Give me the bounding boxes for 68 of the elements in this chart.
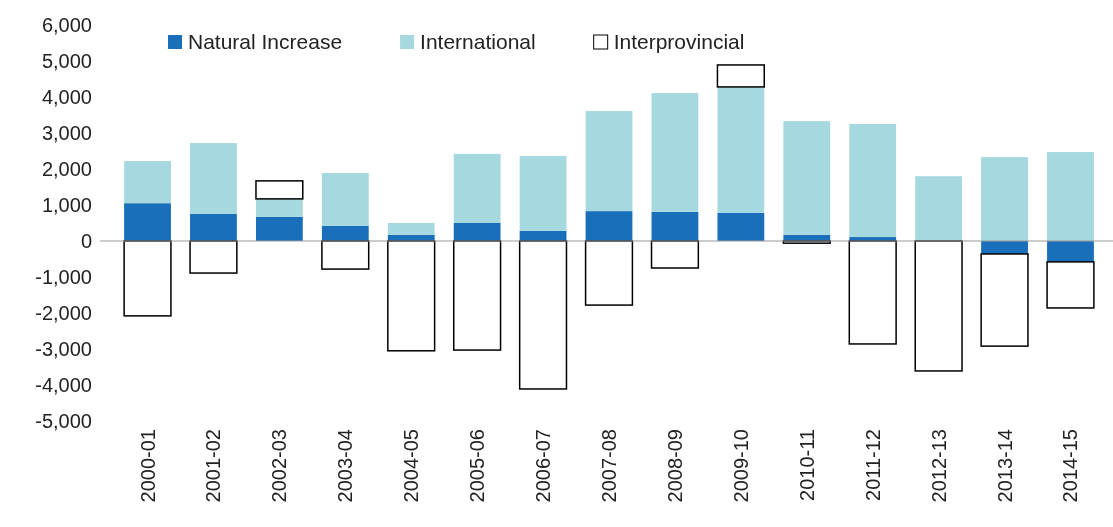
bar bbox=[255, 180, 304, 200]
y-tick-label: 2,000 bbox=[41, 157, 92, 180]
bar bbox=[519, 156, 567, 231]
bar bbox=[321, 240, 370, 270]
x-tick-label: 2005-06 bbox=[466, 429, 489, 503]
x-tick-label: 2000-01 bbox=[136, 429, 159, 503]
x-tick-label: 2013-14 bbox=[993, 429, 1016, 503]
x-tick-label: 2002-03 bbox=[268, 429, 291, 503]
x-tick-label: 2011-12 bbox=[861, 429, 884, 501]
y-tick-label: -2,000 bbox=[35, 301, 92, 324]
legend-label: International bbox=[420, 30, 536, 53]
bar bbox=[1047, 241, 1094, 262]
x-tick-label: 2001-02 bbox=[202, 429, 225, 503]
bar bbox=[453, 240, 502, 351]
legend-label: Natural Increase bbox=[188, 30, 343, 53]
bar bbox=[651, 211, 699, 241]
x-tick-label: 2014-15 bbox=[1059, 429, 1082, 503]
y-tick-label: -3,000 bbox=[35, 337, 92, 360]
x-tick-label: 2008-09 bbox=[663, 429, 686, 503]
x-tick-label: 2003-04 bbox=[334, 429, 357, 503]
bar bbox=[255, 216, 303, 241]
bar bbox=[849, 124, 897, 238]
bar bbox=[255, 198, 303, 217]
bar bbox=[651, 93, 699, 212]
bar bbox=[717, 86, 765, 213]
y-tick-label: 0 bbox=[80, 229, 92, 252]
x-tick-label: 2004-05 bbox=[400, 429, 423, 503]
bar bbox=[1046, 261, 1095, 309]
y-tick-label: 5,000 bbox=[41, 49, 92, 72]
bar bbox=[189, 240, 238, 274]
bar bbox=[123, 240, 172, 317]
bar bbox=[190, 143, 237, 214]
bar bbox=[124, 161, 171, 204]
x-tick-label: 2012-13 bbox=[927, 429, 950, 503]
y-tick-label: 6,000 bbox=[41, 13, 92, 36]
x-tick-label: 2010-11 bbox=[795, 429, 818, 501]
bar bbox=[914, 240, 963, 372]
x-tick-label: 2006-07 bbox=[532, 429, 555, 503]
bar bbox=[716, 64, 765, 88]
y-tick-label: -1,000 bbox=[35, 265, 92, 288]
y-tick-label: 1,000 bbox=[41, 193, 92, 216]
bar bbox=[783, 121, 831, 235]
bar bbox=[650, 240, 700, 269]
y-tick-label: 3,000 bbox=[41, 121, 92, 144]
y-tick-label: -4,000 bbox=[35, 373, 92, 396]
bar bbox=[915, 176, 963, 241]
bar bbox=[387, 240, 436, 352]
bar bbox=[981, 157, 1028, 241]
bar bbox=[584, 240, 634, 306]
bar bbox=[585, 111, 633, 212]
x-tick-label: 2009-10 bbox=[729, 429, 752, 503]
bar bbox=[717, 212, 765, 241]
bar bbox=[848, 240, 897, 345]
bar bbox=[453, 153, 501, 223]
bar bbox=[321, 172, 369, 226]
y-tick-label: 4,000 bbox=[41, 85, 92, 108]
bar bbox=[980, 253, 1029, 347]
bar bbox=[518, 240, 568, 390]
bar bbox=[585, 211, 633, 241]
bar bbox=[321, 225, 369, 241]
bar bbox=[124, 203, 171, 241]
y-tick-label: -5,000 bbox=[35, 409, 92, 432]
bar bbox=[1047, 152, 1094, 241]
legend-label: Interprovincial bbox=[613, 30, 745, 53]
x-tick-label: 2007-08 bbox=[598, 429, 620, 503]
bar bbox=[387, 223, 435, 235]
bar bbox=[190, 214, 237, 241]
bar bbox=[453, 223, 501, 241]
